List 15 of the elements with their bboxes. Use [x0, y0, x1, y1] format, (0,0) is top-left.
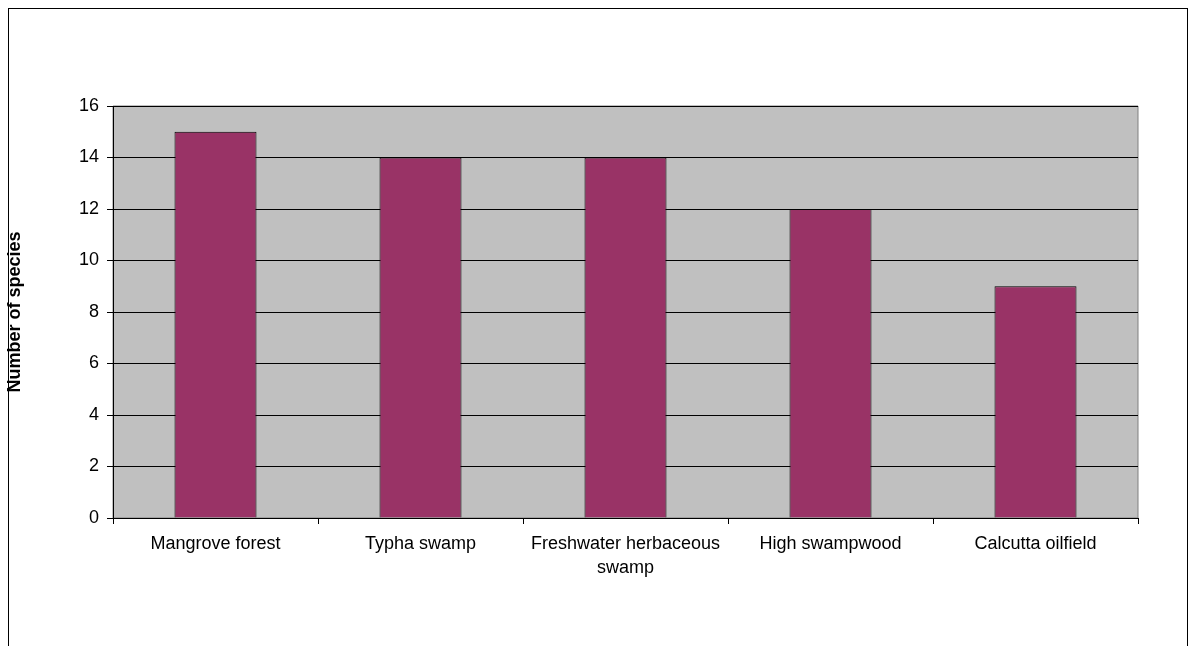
y-tick-label: 12 — [78, 197, 99, 218]
x-tick-label: Calcutta oilfield — [974, 533, 1097, 554]
y-tick-label: 16 — [78, 94, 99, 115]
x-tick-label: Mangrove forest — [150, 533, 281, 554]
y-tick-label: 14 — [78, 146, 99, 167]
y-tick-label: 10 — [78, 249, 99, 270]
y-tick-label: 6 — [88, 352, 99, 373]
x-tick-label: High swampwood — [759, 533, 902, 554]
y-tick-label: 0 — [88, 506, 99, 527]
y-tick-label: 4 — [88, 403, 99, 424]
x-tick-label: Freshwater herbaceous swamp — [530, 533, 721, 578]
x-tick-label: Typha swamp — [364, 533, 477, 554]
y-axis-title: Number of species — [3, 231, 24, 393]
y-tick-label: 2 — [88, 455, 99, 476]
y-tick-label: 8 — [88, 300, 99, 321]
